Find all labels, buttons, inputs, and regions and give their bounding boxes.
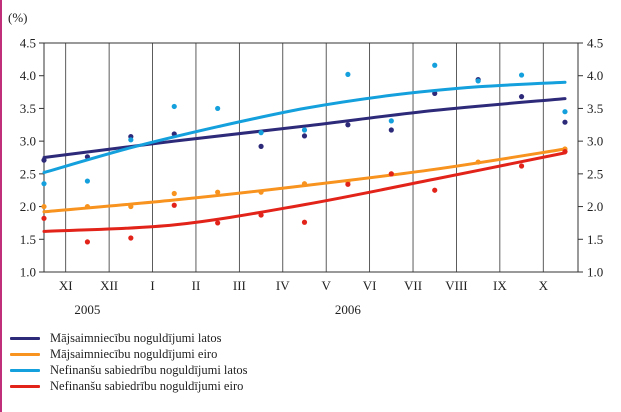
- data-point-series-1: [41, 203, 47, 210]
- data-point-series-2: [562, 109, 568, 115]
- series-trend-line-3: [42, 151, 567, 233]
- y-tick-label-left: 4.0: [20, 68, 36, 83]
- data-point-series-1: [475, 159, 481, 165]
- data-point-series-0: [301, 133, 308, 139]
- data-point-series-2: [388, 118, 394, 124]
- legend-item-hh-euro: Mājsaimniecību noguldījumi eiro: [10, 346, 248, 362]
- legend-item-hh-lats: Mājsaimniecību noguldījumi latos: [10, 330, 248, 346]
- x-tick-label: II: [192, 278, 201, 293]
- y-tick-label-right: 3.0: [587, 134, 603, 149]
- data-point-series-2: [41, 181, 47, 187]
- series-trend-line-2: [42, 80, 567, 174]
- data-point-series-3: [388, 171, 394, 177]
- data-point-series-1: [258, 189, 264, 195]
- x-tick-label: III: [233, 278, 246, 293]
- data-point-series-1: [84, 203, 91, 210]
- data-point-series-3: [41, 215, 47, 221]
- x-tick-label: IV: [276, 278, 290, 293]
- x-tick-label: V: [321, 278, 331, 293]
- data-point-series-1: [215, 189, 221, 195]
- data-point-series-2: [301, 127, 308, 133]
- data-point-series-3: [171, 202, 177, 208]
- legend-label: Mājsaimniecību noguldījumi eiro: [50, 346, 218, 361]
- data-point-series-0: [41, 157, 47, 163]
- legend-label: Nefinanšu sabiedrību noguldījumi latos: [50, 362, 248, 377]
- legend-swatch: [10, 368, 40, 372]
- data-point-series-3: [128, 235, 134, 241]
- legend: Mājsaimniecību noguldījumi latos Mājsaim…: [10, 330, 248, 394]
- data-point-series-3: [301, 219, 308, 225]
- y-tick-label-left: 2.0: [20, 199, 36, 214]
- data-point-series-2: [84, 178, 91, 184]
- x-tick-label: VIII: [445, 278, 467, 293]
- legend-label: Mājsaimniecību noguldījumi latos: [50, 330, 222, 345]
- x-tick-label: IX: [493, 278, 507, 293]
- data-point-series-2: [518, 72, 525, 78]
- data-point-series-0: [518, 94, 525, 100]
- data-point-series-2: [432, 62, 438, 68]
- legend-item-nf-euro: Nefinanšu sabiedrību noguldījumi eiro: [10, 378, 248, 394]
- y-tick-label-left: 1.5: [20, 232, 36, 247]
- y-tick-label-left: 4.5: [20, 36, 36, 51]
- data-point-series-3: [562, 149, 568, 155]
- y-tick-label-right: 1.0: [587, 265, 603, 280]
- data-point-series-0: [562, 119, 568, 125]
- data-point-series-2: [258, 130, 264, 136]
- legend-label: Nefinanšu sabiedrību noguldījumi eiro: [50, 378, 244, 393]
- data-point-series-2: [215, 105, 221, 112]
- x-year-label: 2006: [335, 302, 362, 317]
- y-tick-label-left: 3.0: [20, 134, 36, 149]
- legend-swatch: [10, 352, 40, 356]
- legend-swatch: [10, 336, 40, 340]
- plot-frame: [43, 42, 579, 273]
- y-tick-label-right: 4.0: [587, 68, 603, 83]
- x-year-label: 2005: [74, 302, 100, 317]
- y-tick-label-right: 3.5: [587, 101, 603, 116]
- data-point-series-0: [345, 122, 351, 128]
- data-point-series-3: [258, 212, 264, 218]
- data-point-series-1: [301, 181, 308, 187]
- y-tick-label-left: 1.0: [20, 265, 36, 280]
- x-tick-label: VI: [363, 278, 377, 293]
- data-point-series-3: [345, 181, 351, 187]
- x-tick-label: XI: [59, 278, 73, 293]
- y-tick-label-right: 4.5: [587, 36, 603, 51]
- data-point-series-1: [128, 203, 134, 210]
- data-point-series-0: [258, 143, 264, 149]
- x-tick-label: I: [150, 278, 154, 293]
- y-tick-label-left: 3.5: [20, 101, 36, 116]
- legend-swatch: [10, 384, 40, 388]
- y-tick-label-right: 1.5: [587, 232, 603, 247]
- frame-left-border: [0, 0, 2, 412]
- data-point-series-3: [518, 163, 525, 169]
- y-tick-label-right: 2.0: [587, 199, 603, 214]
- series-trend-line-1: [42, 147, 567, 214]
- data-point-series-2: [345, 71, 351, 78]
- y-tick-label-right: 2.5: [587, 166, 603, 181]
- data-point-series-2: [475, 78, 481, 84]
- chart-canvas: 1.0 1.0 1.5 1.5 2.0 2.0 2.5 2.5 3.0 3.0 3.5 3.5 4.0 4…: [8, 10, 603, 317]
- x-tick-label: VII: [404, 278, 422, 293]
- x-tick-label: X: [539, 278, 549, 293]
- data-point-series-3: [215, 220, 221, 226]
- legend-item-nf-lats: Nefinanšu sabiedrību noguldījumi latos: [10, 362, 248, 378]
- y-unit-label: (%): [8, 10, 28, 25]
- data-point-series-2: [171, 103, 177, 110]
- x-tick-label: XII: [100, 278, 118, 293]
- data-point-series-3: [432, 187, 438, 193]
- data-point-series-2: [128, 137, 134, 143]
- data-point-series-1: [171, 190, 177, 197]
- data-point-series-3: [84, 239, 91, 245]
- data-point-series-0: [388, 127, 394, 133]
- y-tick-label-left: 2.5: [20, 166, 36, 181]
